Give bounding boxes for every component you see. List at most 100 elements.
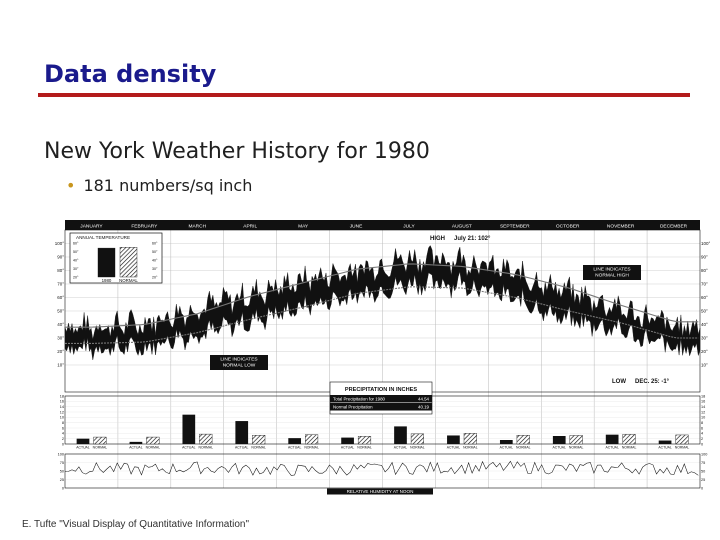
precip-tick-left: 8 [62, 421, 64, 425]
normal-low-callout-text: LINE INDICATES [220, 357, 257, 363]
precip-normal-label: NORMAL [463, 446, 478, 450]
month-label: MARCH [188, 224, 206, 230]
annual-inset-tick-left: 50° [73, 250, 79, 254]
precip-actual-label: ACTUAL [129, 446, 142, 450]
precip-tick-left: 2 [62, 437, 64, 441]
month-label: JULY [403, 224, 415, 230]
title-underline [38, 93, 690, 97]
precip-legend-label: Normal Precipitation [333, 405, 373, 410]
annual-inset-tick-right: 60° [152, 242, 158, 246]
temp-tick-left: 50° [57, 309, 64, 314]
precip-actual-label: ACTUAL [605, 446, 618, 450]
precip-normal-label: NORMAL [357, 446, 372, 450]
temp-tick-left: 10° [57, 363, 64, 368]
precip-tick-left: 12 [60, 410, 64, 414]
precip-normal-label: NORMAL [199, 446, 214, 450]
precip-actual-bar [288, 438, 302, 444]
temp-tick-right: 60° [701, 295, 708, 300]
precip-tick-right: 14 [701, 405, 705, 409]
precip-tick-right: 8 [701, 421, 703, 425]
month-label: JUNE [350, 224, 363, 230]
precip-tick-left: 4 [62, 432, 64, 436]
precip-actual-bar [394, 426, 407, 444]
precip-normal-bar [675, 434, 689, 445]
precip-actual-bar [552, 436, 566, 444]
precip-legend-title: PRECIPITATION IN INCHES [345, 387, 417, 393]
precip-actual-label: ACTUAL [553, 446, 566, 450]
precip-normal-bar [410, 433, 424, 445]
temp-tick-left: 90° [57, 255, 64, 260]
precip-actual-bar [658, 440, 672, 444]
temp-tick-right: 50° [701, 309, 708, 314]
precip-tick-right: 0 [701, 442, 703, 446]
precip-tick-left: 18 [60, 394, 64, 398]
bullet-icon: • [66, 176, 76, 195]
precip-actual-label: ACTUAL [500, 446, 513, 450]
temperature-panel: ANNUAL TEMPERATURE 60° 60° 50° 50° 40° 40° 30° 3… [64, 232, 701, 361]
slide-title: Data density [44, 60, 217, 88]
chart-annotations: HIGH July 21: 102° LOW DEC. 25: -1° LINE IND… [210, 236, 670, 385]
chart-axes: JANUARY FEBRUARY MARCH APRIL MAY JUNE JULY AUGU… [55, 220, 710, 490]
humidity-tick-left: 75 [60, 461, 64, 465]
month-label: MAY [298, 224, 309, 230]
humidity-tick-right: 100 [701, 452, 707, 456]
temp-tick-right: 40° [701, 322, 708, 327]
month-label: AUGUST [452, 224, 472, 230]
precip-tick-right: 10 [701, 416, 705, 420]
normal-high-callout-text: NORMAL HIGH [595, 273, 629, 279]
precip-actual-label: ACTUAL [235, 446, 248, 450]
temp-tick-right: 20° [701, 349, 708, 354]
precip-normal-label: NORMAL [304, 446, 319, 450]
month-header-band [65, 220, 700, 230]
month-label: SEPTEMBER [500, 224, 530, 230]
temp-tick-left: 30° [57, 336, 64, 341]
precip-actual-label: ACTUAL [288, 446, 301, 450]
temp-tick-right: 30° [701, 336, 708, 341]
humidity-tick-right: 25 [701, 478, 705, 482]
precip-normal-bar [516, 434, 530, 445]
annual-inset-bar-label: NORMAL [119, 278, 138, 283]
annual-inset-title: ANNUAL TEMPERATURE [76, 235, 130, 240]
precip-tick-right: 12 [701, 410, 705, 414]
bullet-text: 181 numbers/sq inch [83, 176, 253, 195]
precip-normal-bar [305, 434, 319, 445]
low-label: LOW [612, 379, 626, 385]
temp-tick-right: 90° [701, 255, 708, 260]
precipitation-panel: ACTUAL NORMAL ACTUAL NORMAL ACTUAL NORMAL ACTU… [76, 381, 690, 450]
precip-normal-label: NORMAL [675, 446, 690, 450]
precip-tick-right: 4 [701, 432, 703, 436]
precip-actual-label: ACTUAL [447, 446, 460, 450]
precip-tick-left: 10 [60, 416, 64, 420]
precip-normal-bar [357, 436, 372, 445]
annual-inset-frame [69, 232, 163, 284]
temp-tick-right: 80° [701, 268, 708, 273]
normal-high-callout-box [583, 265, 641, 280]
annual-inset-bar-label: 1980 [102, 278, 112, 283]
normal-high-line [65, 263, 699, 328]
month-label: NOVEMBER [607, 224, 635, 230]
precip-actual-bar [235, 421, 249, 444]
precip-normal-label: NORMAL [622, 446, 637, 450]
month-label: APRIL [243, 224, 257, 230]
precip-tick-left: 14 [60, 405, 64, 409]
humidity-tick-left: 100 [58, 452, 64, 456]
normal-low-line [65, 286, 699, 344]
precip-tick-right: 16 [701, 400, 705, 404]
precip-tick-right: 6 [701, 426, 703, 430]
precip-legend-row [330, 403, 432, 411]
annual-inset-tick-right: 40° [152, 259, 158, 263]
slide-subtitle: New York Weather History for 1980 [44, 139, 430, 164]
month-label: FEBRUARY [131, 224, 158, 230]
precip-legend-label: Total Precipitation for 1980 [333, 397, 386, 402]
normal-low-callout-box [210, 355, 268, 370]
precip-normal-bar [146, 436, 160, 445]
precip-actual-bar [76, 438, 90, 444]
temp-tick-right: 10° [701, 363, 708, 368]
humidity-frame [64, 453, 701, 489]
precip-normal-bar [93, 436, 107, 445]
humidity-tick-right: 50 [701, 469, 705, 473]
precip-actual-label: ACTUAL [341, 446, 354, 450]
humidity-panel: RELATIVE HUMIDITY AT NOON [64, 460, 699, 495]
annual-inset-tick-left: 20° [73, 276, 79, 280]
humidity-tick-right: 0 [701, 486, 703, 490]
